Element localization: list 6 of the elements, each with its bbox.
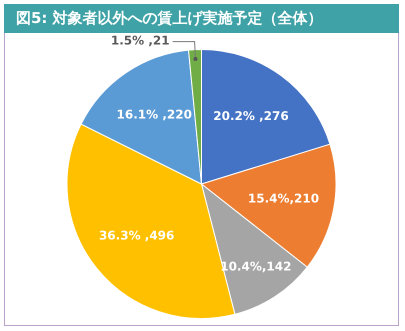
data-label: 15.4%,210: [248, 191, 320, 206]
data-label: 1.5% ,21: [110, 34, 170, 48]
chart-title: 図5: 対象者以外への賃上げ実施予定（全体）: [4, 4, 399, 33]
data-label: 16.1% ,220: [116, 107, 192, 122]
data-label: 36.3% ,496: [98, 228, 174, 243]
data-label: 20.2% ,276: [213, 109, 289, 123]
